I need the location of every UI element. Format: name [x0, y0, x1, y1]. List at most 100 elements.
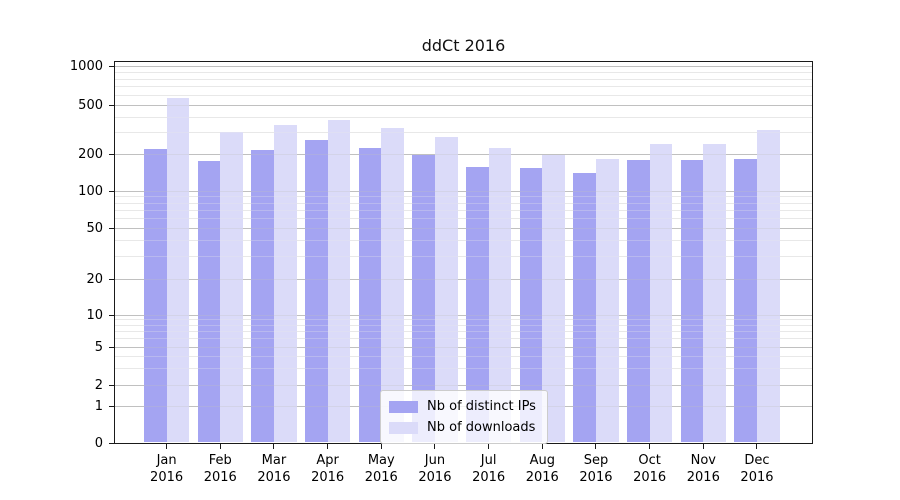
legend: Nb of distinct IPs Nb of downloads: [380, 390, 548, 444]
x-tick-label: Aug 2016: [507, 452, 577, 486]
x-tick-year: 2016: [579, 470, 613, 485]
minor-gridline-overlay: [115, 116, 812, 118]
bar-distinct-ips-jan: [143, 149, 167, 443]
bar-distinct-ips-jul: [465, 167, 489, 443]
bar-downloads-jun: [434, 136, 458, 443]
x-tick-month: Apr: [316, 453, 339, 468]
bar-distinct-ips-may: [358, 148, 382, 443]
minor-gridline-overlay: [115, 94, 812, 96]
x-tick-year: 2016: [686, 470, 720, 485]
bar-downloads-sep: [595, 159, 619, 443]
x-tick-year: 2016: [203, 470, 237, 485]
minor-gridline: [115, 355, 812, 357]
minor-gridline-overlay: [115, 71, 812, 73]
y-tick-mark: [109, 153, 114, 155]
bar-distinct-ips-aug: [519, 167, 543, 443]
major-gridline-overlay: [115, 190, 812, 192]
major-gridline: [115, 278, 812, 280]
x-tick-label: Mar 2016: [239, 452, 309, 486]
major-gridline: [115, 153, 812, 155]
bar-downloads-feb: [220, 131, 243, 443]
y-tick-mark: [109, 66, 114, 67]
x-tick-year: 2016: [311, 470, 345, 485]
legend-swatch-distinct-ips: [389, 400, 418, 413]
minor-gridline: [115, 319, 812, 321]
x-tick-month: Nov: [690, 453, 716, 468]
minor-gridline-overlay: [115, 132, 812, 134]
x-tick-month: Feb: [208, 453, 232, 468]
x-tick-label: Nov 2016: [668, 452, 738, 486]
major-gridline: [115, 190, 812, 192]
minor-gridline-overlay: [115, 256, 812, 258]
major-gridline: [115, 346, 812, 348]
y-tick-mark: [109, 443, 114, 444]
major-gridline-overlay: [115, 278, 812, 280]
y-tick-label: 50: [86, 221, 103, 236]
major-gridline: [115, 314, 812, 316]
chart-title: ddCt 2016: [421, 36, 506, 55]
legend-item-distinct-ips: Nb of distinct IPs: [389, 396, 536, 417]
x-tick-label: Jun 2016: [400, 452, 470, 486]
x-tick-mark: [595, 444, 597, 449]
minor-gridline: [115, 94, 812, 96]
legend-label-downloads: Nb of downloads: [427, 420, 536, 435]
y-tick-label: 100: [78, 183, 103, 199]
x-tick-year: 2016: [364, 470, 398, 485]
major-gridline-overlay: [115, 228, 812, 229]
minor-gridline-overlay: [115, 78, 812, 80]
y-tick-label: 20: [86, 271, 103, 287]
y-tick-mark: [109, 384, 114, 386]
legend-label-distinct-ips: Nb of distinct IPs: [427, 399, 536, 414]
bar-downloads-may: [381, 128, 404, 443]
x-tick-year: 2016: [633, 470, 667, 485]
x-tick-mark: [541, 444, 543, 449]
minor-gridline-overlay: [115, 338, 812, 340]
x-tick-month: Aug: [529, 453, 555, 468]
x-tick-mark: [756, 444, 758, 449]
minor-gridline: [115, 218, 812, 220]
bar-distinct-ips-dec: [734, 159, 757, 443]
y-tick-label: 5: [94, 339, 103, 355]
x-tick-month: Dec: [744, 453, 770, 468]
bar-distinct-ips-feb: [197, 161, 221, 443]
minor-gridline: [115, 330, 812, 332]
x-tick-mark: [273, 444, 275, 449]
bar-distinct-ips-oct: [626, 159, 650, 443]
minor-gridline-overlay: [115, 355, 812, 357]
minor-gridline: [115, 132, 812, 134]
x-tick-month: Jun: [424, 453, 446, 468]
bar-distinct-ips-mar: [251, 149, 274, 443]
y-tick-mark: [109, 406, 114, 407]
x-tick-mark: [380, 444, 382, 449]
major-gridline: [115, 105, 812, 106]
legend-swatch-downloads: [389, 421, 418, 434]
y-tick-label: 200: [78, 146, 103, 162]
y-tick-mark: [109, 105, 114, 106]
minor-gridline: [115, 202, 812, 204]
x-tick-month: Mar: [261, 453, 287, 468]
x-tick-label: May 2016: [346, 452, 416, 486]
minor-gridline: [115, 367, 812, 369]
x-tick-month: Sep: [583, 453, 609, 468]
minor-gridline-overlay: [115, 367, 812, 369]
bar-downloads-mar: [273, 125, 297, 443]
x-tick-mark: [702, 444, 704, 449]
x-tick-label: Dec 2016: [722, 452, 792, 486]
x-tick-year: 2016: [418, 470, 452, 485]
y-tick-mark: [109, 228, 114, 229]
x-tick-mark: [649, 444, 651, 449]
x-tick-month: Jan: [156, 453, 177, 468]
minor-gridline: [115, 338, 812, 340]
major-gridline: [115, 384, 812, 386]
minor-gridline: [115, 71, 812, 73]
minor-gridline: [115, 324, 812, 326]
x-tick-year: 2016: [150, 470, 184, 485]
minor-gridline-overlay: [115, 324, 812, 326]
x-tick-year: 2016: [472, 470, 506, 485]
bar-downloads-oct: [649, 144, 673, 443]
y-tick-label: 500: [78, 98, 103, 113]
minor-gridline: [115, 240, 812, 242]
x-tick-label: Jul 2016: [454, 452, 524, 486]
x-tick-mark: [219, 444, 221, 449]
x-tick-mark: [488, 444, 490, 449]
